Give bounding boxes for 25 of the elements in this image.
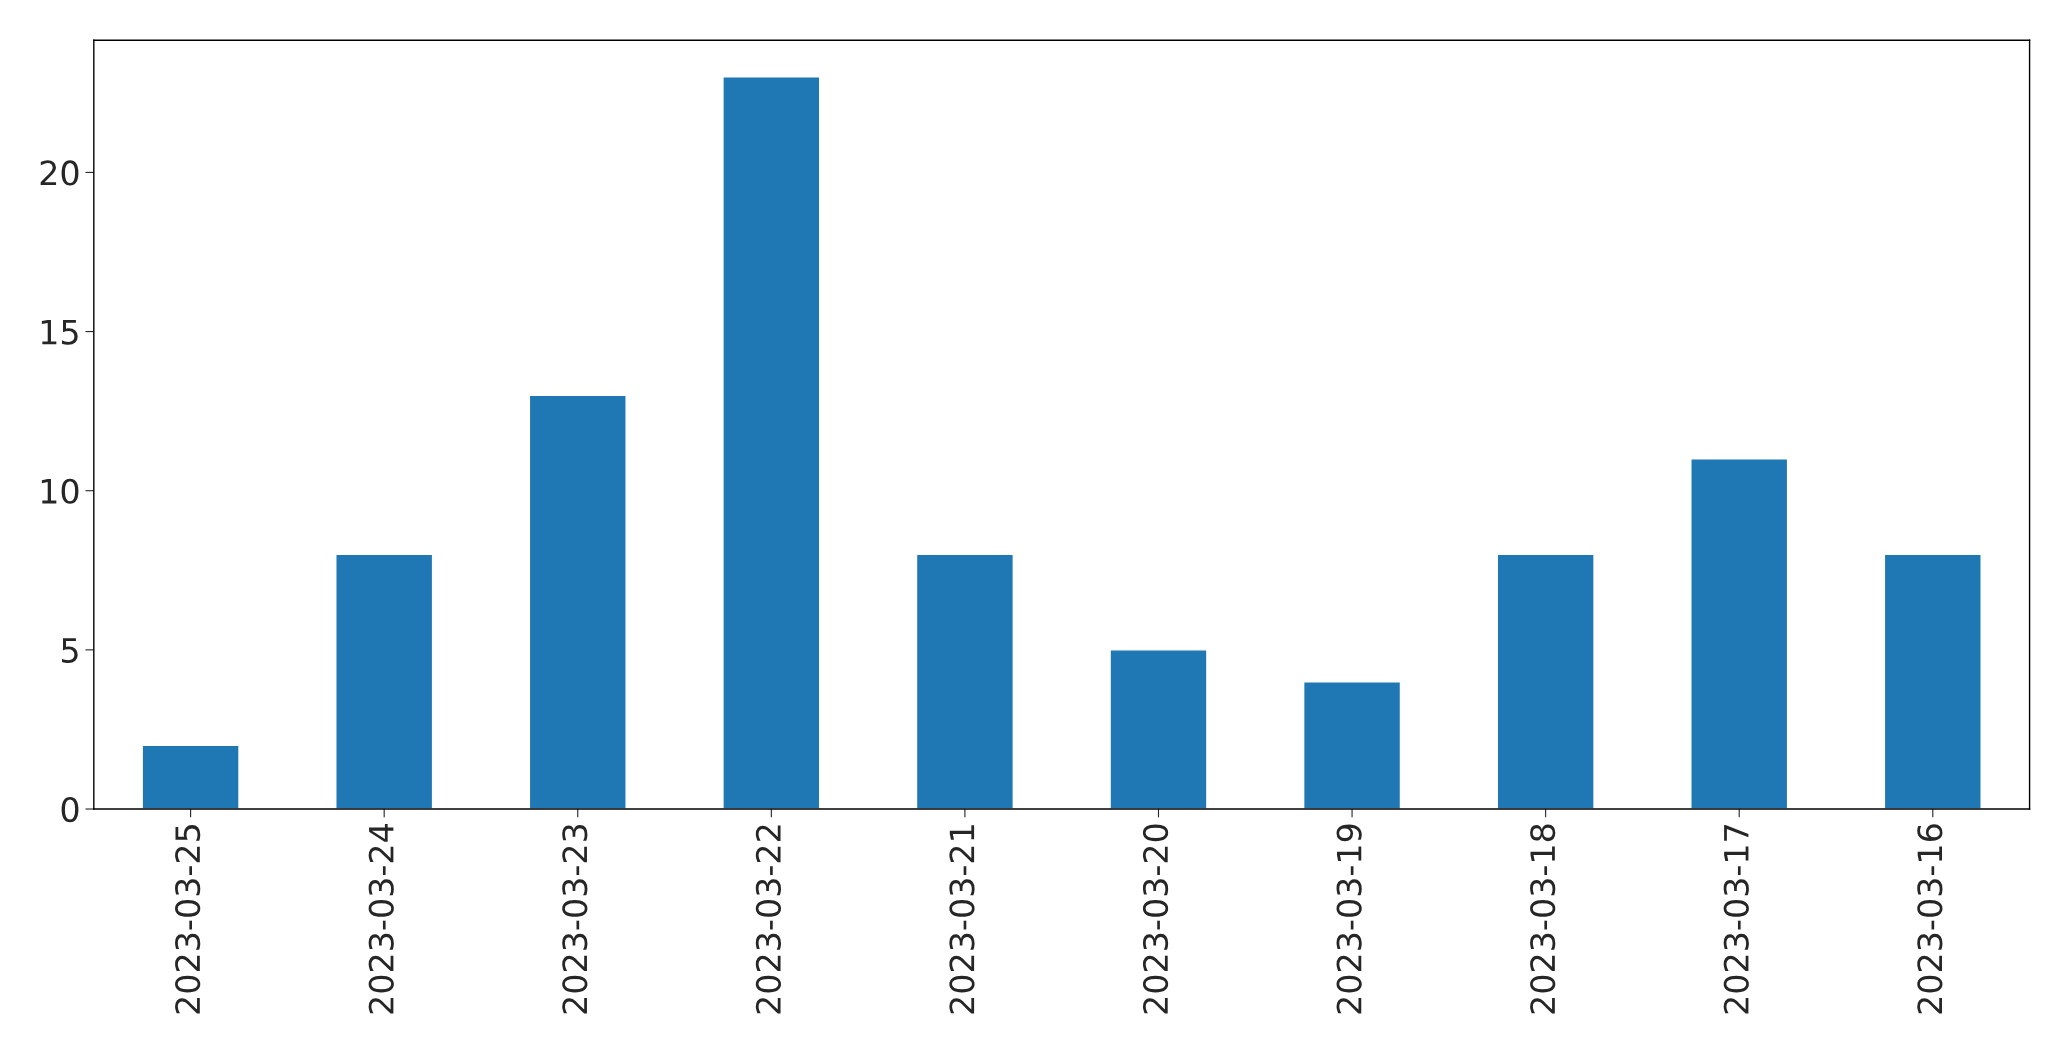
x-tick-label: 2023-03-22 [755, 825, 782, 1014]
y-tick-label: 5 [61, 638, 78, 663]
bar [1302, 680, 1402, 810]
x-tick-label: 2023-03-24 [368, 824, 394, 1014]
x-tick-label: 2023-03-19 [1336, 824, 1362, 1014]
bar [1496, 553, 1595, 810]
bar [141, 744, 240, 810]
bar [1690, 458, 1789, 810]
bar [1109, 649, 1208, 810]
bar [528, 394, 627, 810]
x-tick-label: 2023-03-18 [1530, 824, 1556, 1014]
bar [1883, 553, 1982, 810]
x-tick-label: 2023-03-16 [1917, 824, 1943, 1014]
x-tick-label: 2023-03-25 [175, 825, 201, 1014]
x-tick-label: 2023-03-20 [1142, 824, 1169, 1014]
x-tick-label: 2023-03-23 [562, 824, 588, 1014]
bar [915, 553, 1014, 810]
y-tick-label: 20 [40, 160, 79, 186]
x-tick-label: 2023-03-21 [949, 825, 975, 1014]
x-tick-label: 2023-03-17 [1723, 825, 1749, 1014]
y-tick-label: 15 [41, 319, 78, 345]
bar [722, 76, 821, 810]
y-tick-label: 0 [61, 796, 79, 823]
y-tick-label: 10 [41, 478, 79, 504]
bar [335, 553, 434, 810]
